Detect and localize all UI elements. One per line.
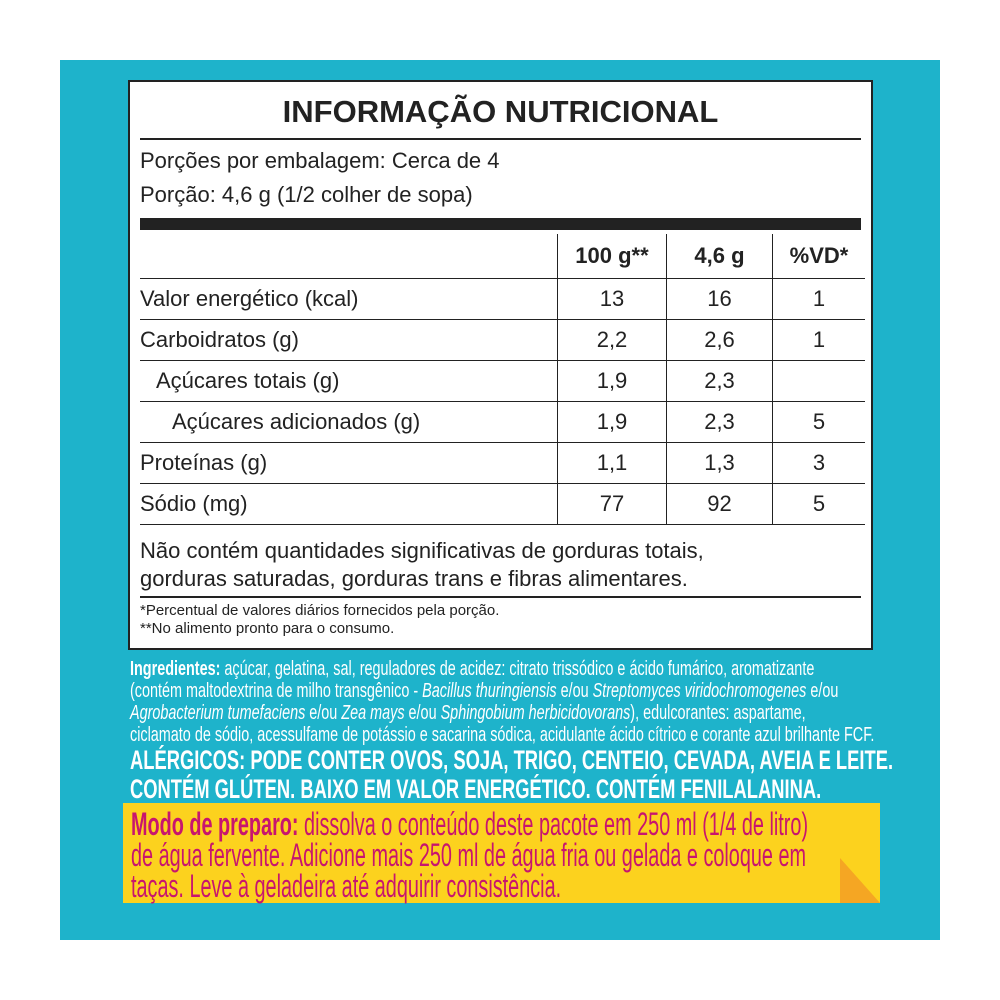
table-row: Proteínas (g) 1,1 1,3 3 [140,442,865,484]
nutrient-value: 1 [772,278,865,320]
nutrient-value: 16 [666,278,773,320]
note-line: Não contém quantidades significativas de… [140,538,704,563]
nutrient-name: Sódio (mg) [140,483,558,525]
nutrient-value: 77 [557,483,667,525]
preparation-line: taças. Leve à geladeira até adquirir con… [131,868,562,904]
nutrient-name: Açúcares totais (g) [140,360,558,402]
divider [140,138,861,140]
note-line: gorduras saturadas, gorduras trans e fib… [140,566,688,591]
table-header: 100 g** 4,6 g %VD* [140,234,865,279]
nutrient-name: Carboidratos (g) [140,319,558,361]
ingredients-line: ciclamato de sódio, acessulfame de potás… [130,724,875,746]
nutrient-value: 1,1 [557,442,667,484]
gluten-warning: CONTÉM GLÚTEN. BAIXO EM VALOR ENERGÉTICO… [130,774,822,804]
nutrient-value: 1 [772,319,865,361]
table-row: Açúcares totais (g) 1,9 2,3 [140,360,865,402]
page-fold-corner [840,858,880,903]
preparation-line: de água fervente. Adicione mais 250 ml d… [131,837,807,873]
ingredients-block: Ingredientes: açúcar, gelatina, sal, reg… [130,658,1000,804]
header-100g: 100 g** [557,234,667,279]
nutrient-value: 1,3 [666,442,773,484]
nutrient-value: 13 [557,278,667,320]
nutrient-value: 1,9 [557,401,667,443]
preparation-note: Modo de preparo: dissolva o conteúdo des… [123,803,880,903]
nutrient-value: 92 [666,483,773,525]
ingredients-line: Ingredientes: açúcar, gelatina, sal, reg… [130,658,815,680]
nutrient-value: 5 [772,483,865,525]
divider [140,596,861,598]
nutrient-table: 100 g** 4,6 g %VD* Valor energético (kca… [140,234,865,525]
table-row: Carboidratos (g) 2,2 2,6 1 [140,319,865,361]
footnote: **No alimento pronto para o consumo. [140,620,395,637]
header-vd: %VD* [772,234,865,279]
nutrition-facts-table: INFORMAÇÃO NUTRICIONAL Porções por embal… [128,80,873,650]
portion-size: Porção: 4,6 g (1/2 colher de sopa) [140,182,473,207]
nutrient-value: 2,6 [666,319,773,361]
ingredients-line: Agrobacterium tumefaciens e/ou Zea mays … [130,702,806,724]
nutrient-value: 3 [772,442,865,484]
nutrient-value: 2,3 [666,401,773,443]
table-row: Valor energético (kcal) 13 16 1 [140,278,865,320]
nutrient-value: 5 [772,401,865,443]
footnotes: *Percentual de valores diários fornecido… [140,602,499,638]
nutrition-title: INFORMAÇÃO NUTRICIONAL [282,94,719,129]
preparation-line: Modo de preparo: dissolva o conteúdo des… [131,806,809,842]
header-portion: 4,6 g [666,234,773,279]
allergens-warning: ALÉRGICOS: PODE CONTER OVOS, SOJA, TRIGO… [130,745,894,775]
table-row: Açúcares adicionados (g) 1,9 2,3 5 [140,401,865,443]
header-label [140,234,558,279]
nutrient-name: Valor energético (kcal) [140,278,558,320]
ingredients-line: (contém maltodextrina de milho transgêni… [130,680,839,702]
servings-per-package: Porções por embalagem: Cerca de 4 [140,148,500,173]
nutrient-name: Açúcares adicionados (g) [140,401,558,443]
nutrient-value: 2,2 [557,319,667,361]
nutrition-note: Não contém quantidades significativas de… [140,537,704,593]
nutrient-value: 1,9 [557,360,667,402]
thick-divider [140,218,861,230]
footnote: *Percentual de valores diários fornecido… [140,602,500,619]
nutrient-value [772,360,865,402]
nutrient-value: 2,3 [666,360,773,402]
table-row: Sódio (mg) 77 92 5 [140,483,865,525]
nutrient-name: Proteínas (g) [140,442,558,484]
